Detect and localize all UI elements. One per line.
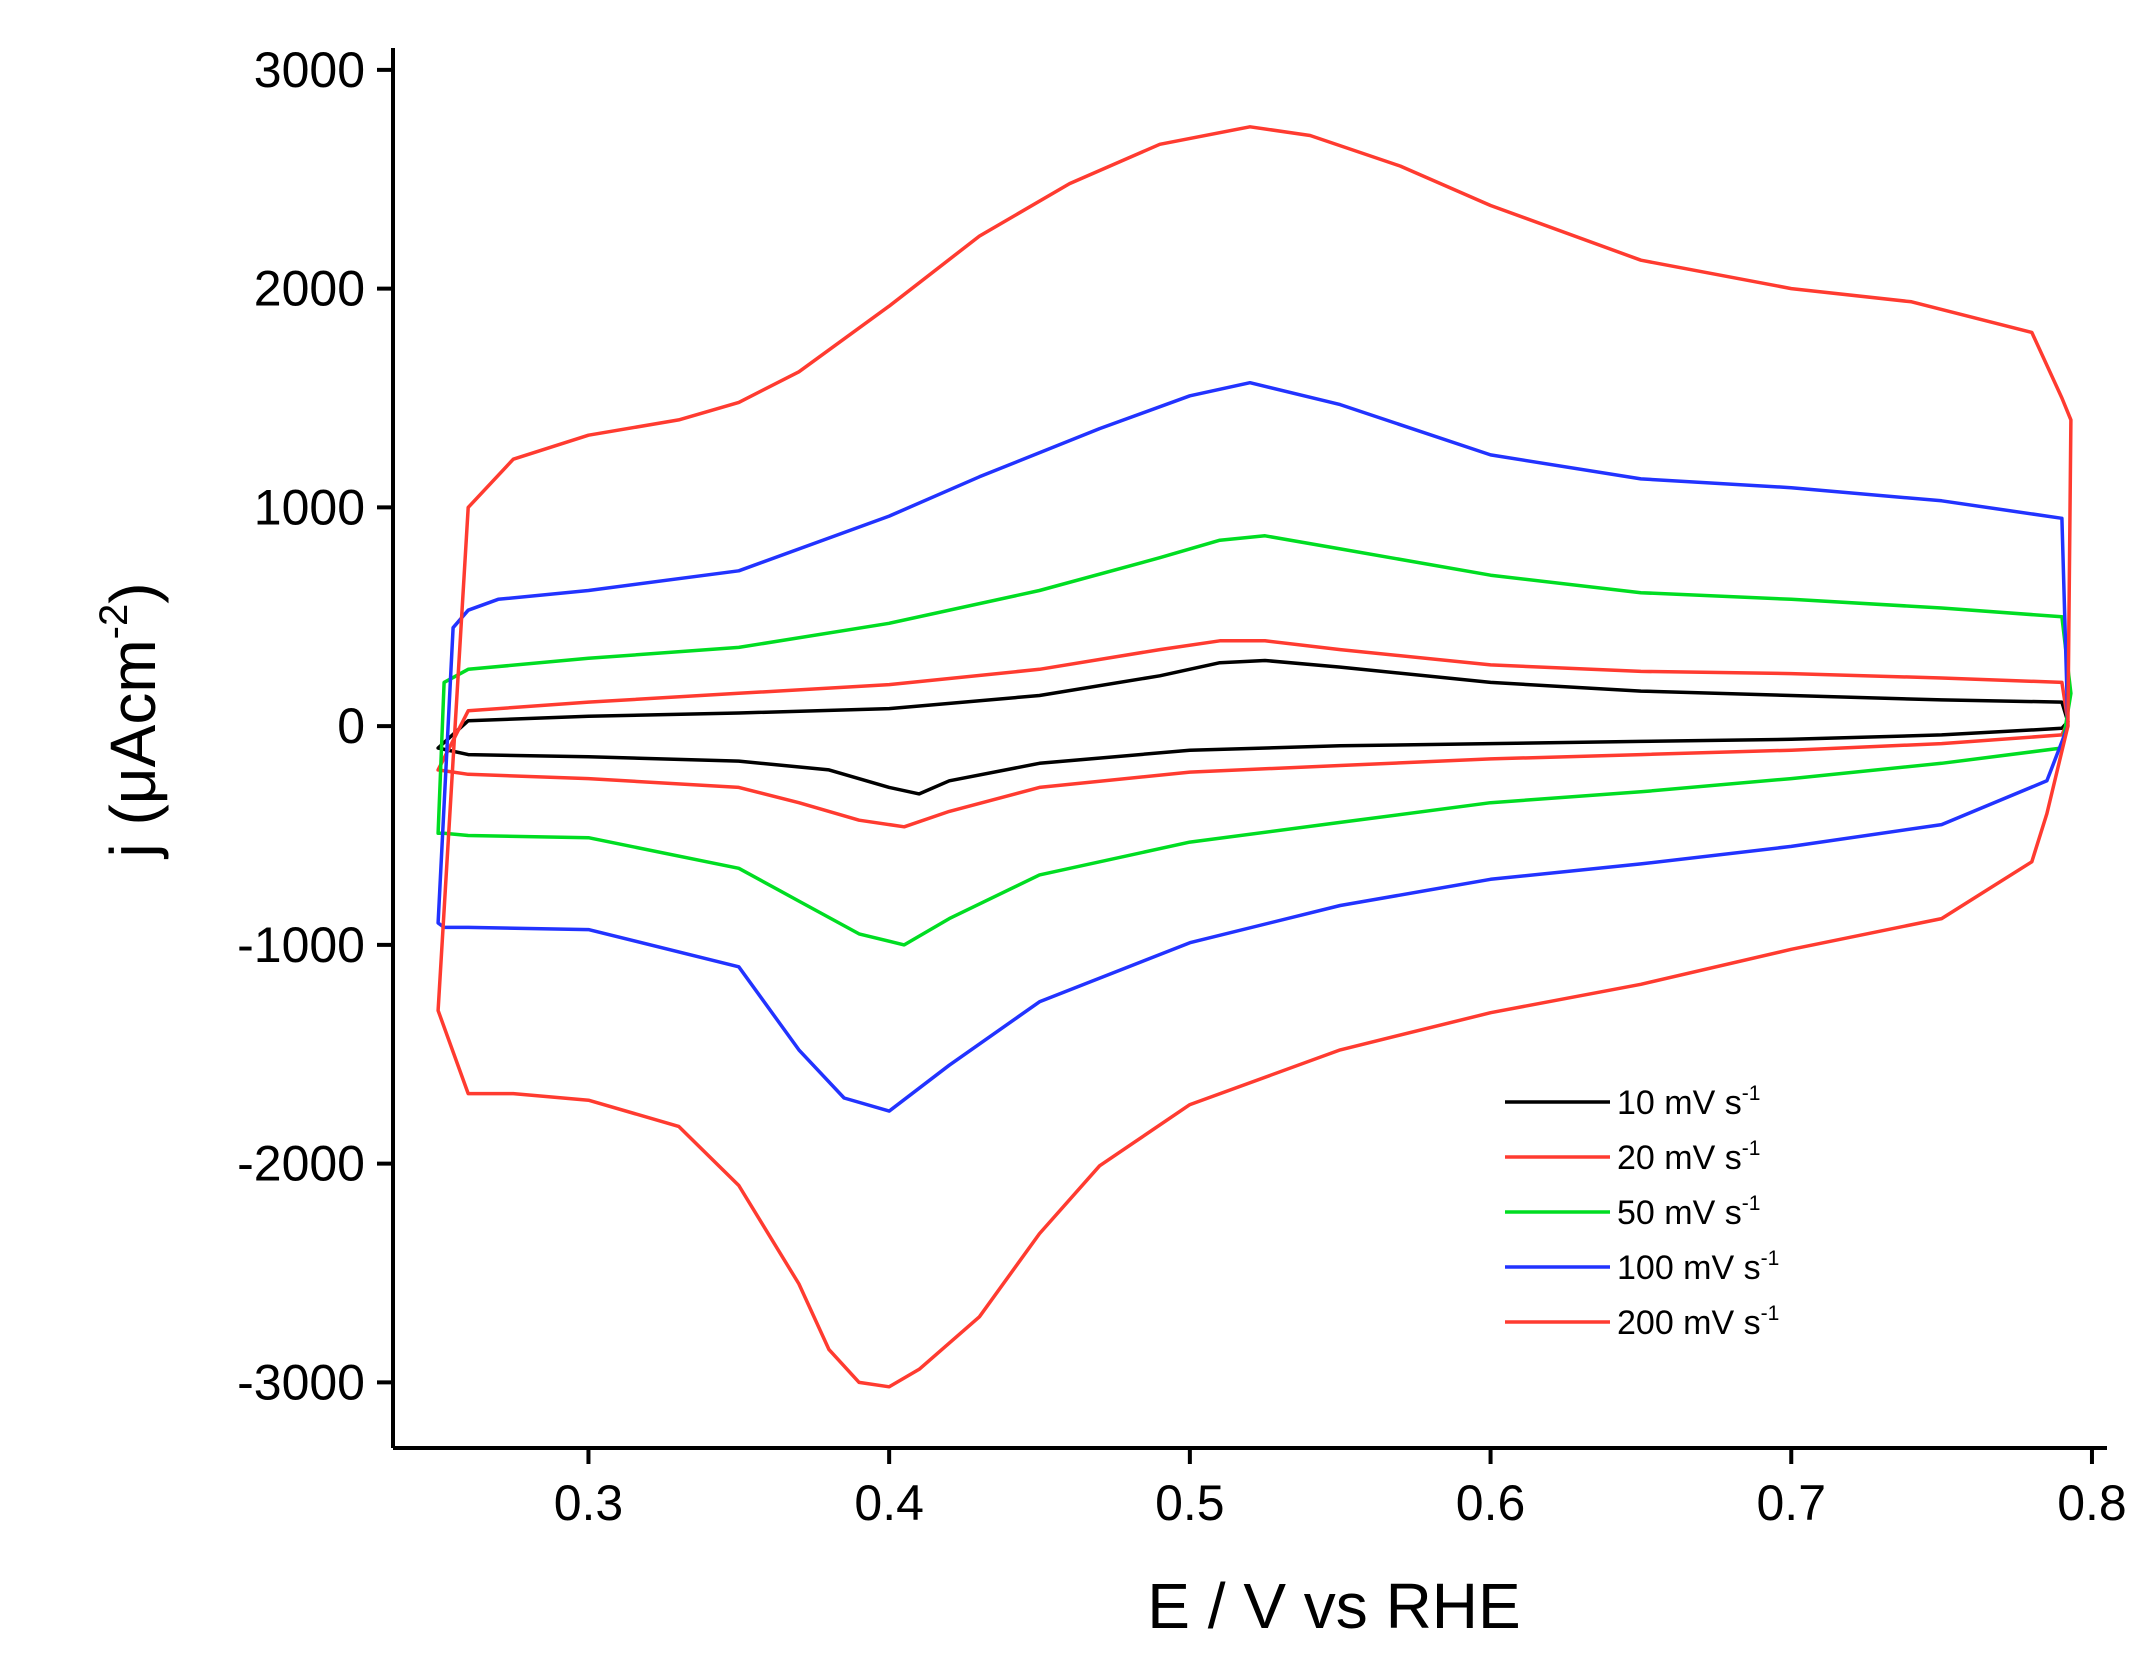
legend-label-4: 200 mV s-1 <box>1617 1302 1779 1342</box>
x-tick-label: 0.4 <box>854 1475 924 1531</box>
legend-label-0: 10 mV s-1 <box>1617 1082 1760 1122</box>
plot-curves <box>436 125 2073 1389</box>
x-tick-label: 0.7 <box>1757 1475 1827 1531</box>
y-tick-label: 2000 <box>254 261 365 317</box>
y-axis-title-close: ) <box>97 582 169 603</box>
y-tick-label: -1000 <box>237 917 365 973</box>
axes: 0.3 0.4 0.5 0.6 0.7 0.8 3000 2000 1000 0 -1000 -200… <box>237 42 2127 1531</box>
y-tick-label: -3000 <box>237 1354 365 1410</box>
legend-label-3: 100 mV s-1 <box>1617 1247 1779 1287</box>
y-axis-title-sup: -2 <box>92 604 136 640</box>
y-axis-title-main: j (μAcm <box>97 639 169 859</box>
legend-label-2: 50 mV s-1 <box>1617 1192 1760 1232</box>
series-line-2 <box>436 534 2073 947</box>
x-tick-label: 0.8 <box>2057 1475 2127 1531</box>
y-tick-label: 3000 <box>254 42 365 98</box>
x-tick-label: 0.3 <box>554 1475 624 1531</box>
legend: 10 mV s-1 20 mV s-1 50 mV s-1 100 mV s-1 200… <box>1505 1082 1779 1342</box>
y-tick-label: 1000 <box>254 479 365 535</box>
x-axis-title: E / V vs RHE <box>1147 1570 1520 1642</box>
y-tick-label: 0 <box>337 698 365 754</box>
y-tick-label: -2000 <box>237 1136 365 1192</box>
x-tick-label: 0.6 <box>1456 1475 1526 1531</box>
series-line-4 <box>436 125 2073 1389</box>
legend-label-1: 20 mV s-1 <box>1617 1137 1760 1177</box>
x-tick-label: 0.5 <box>1155 1475 1225 1531</box>
series-line-1 <box>436 639 2070 829</box>
y-axis-title: j (μAcm-2) <box>92 582 169 859</box>
